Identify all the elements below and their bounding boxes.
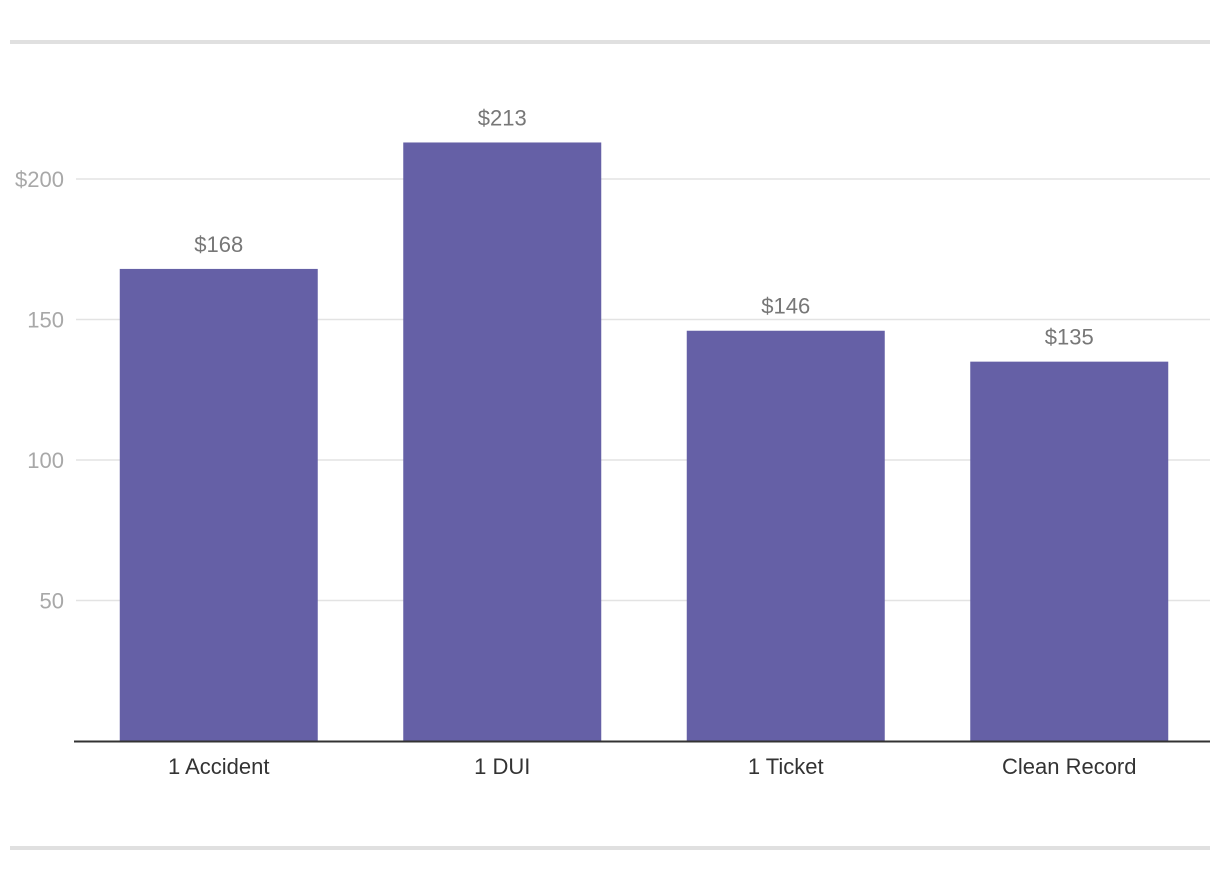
x-category-label: 1 Ticket <box>748 754 824 779</box>
bottom-divider <box>10 846 1210 850</box>
x-axis-labels: 1 Accident 1 DUI 1 Ticket Clean Record <box>168 754 1137 779</box>
bar-value-label: $213 <box>478 105 527 130</box>
bar-value-label: $146 <box>761 294 810 319</box>
bar-value-label: $135 <box>1045 325 1094 350</box>
x-category-label: 1 Accident <box>168 754 270 779</box>
x-category-label: 1 DUI <box>474 754 530 779</box>
y-axis-ticks: 50 100 150 $200 <box>15 167 64 614</box>
bar-clean-record <box>970 361 1169 741</box>
value-labels: $168 $213 $146 $135 <box>194 105 1093 349</box>
bar-1-accident <box>119 268 318 741</box>
bar-1-ticket <box>686 330 885 741</box>
top-divider <box>10 40 1210 44</box>
y-tick-label: $200 <box>15 167 64 192</box>
bar-value-label: $168 <box>194 232 243 257</box>
bar-1-dui <box>403 142 602 742</box>
y-tick-label: 100 <box>27 448 64 473</box>
y-tick-label: 50 <box>40 589 64 614</box>
y-tick-label: 150 <box>27 308 64 333</box>
x-category-label: Clean Record <box>1002 754 1137 779</box>
bars <box>119 142 1169 742</box>
